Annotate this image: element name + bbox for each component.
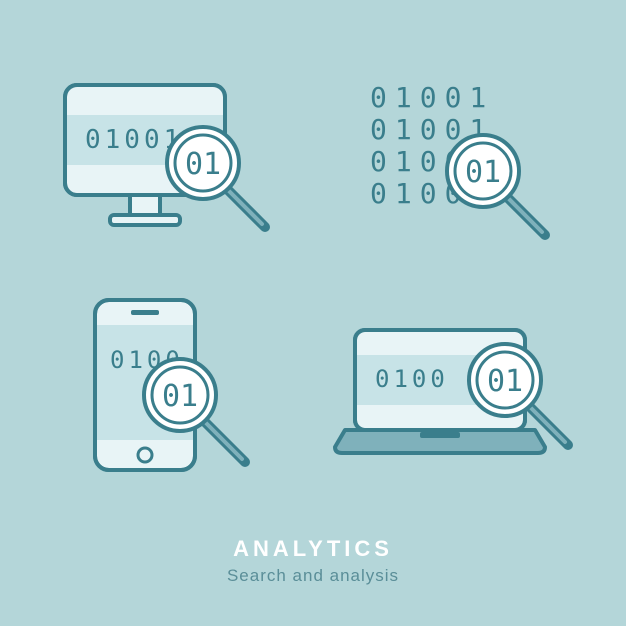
binary-row: 01001 [370,81,494,114]
phone-analytics-icon: 0100 01 [50,290,280,500]
phone-lens-text: 01 [162,379,198,414]
binary-lens-text: 01 [465,155,501,190]
binary-analytics-icon: 01001 01001 01001 01001 01 [320,60,580,270]
monitor-analytics-icon: 01001 01 [50,60,280,270]
monitor-lens-text: 01 [185,147,221,182]
subtitle-text: Search and analysis [0,566,626,586]
laptop-analytics-icon: 0100 01 [320,290,580,500]
title-text: ANALYTICS [0,536,626,562]
laptop-binary-text: 0100 [375,365,449,393]
magnifier-icon: 01 [447,135,545,235]
footer: ANALYTICS Search and analysis [0,536,626,586]
laptop-lens-text: 01 [487,364,523,399]
magnifier-icon: 01 [167,127,265,227]
icon-grid: 01001 01 01001 01001 01001 01001 [50,60,576,500]
